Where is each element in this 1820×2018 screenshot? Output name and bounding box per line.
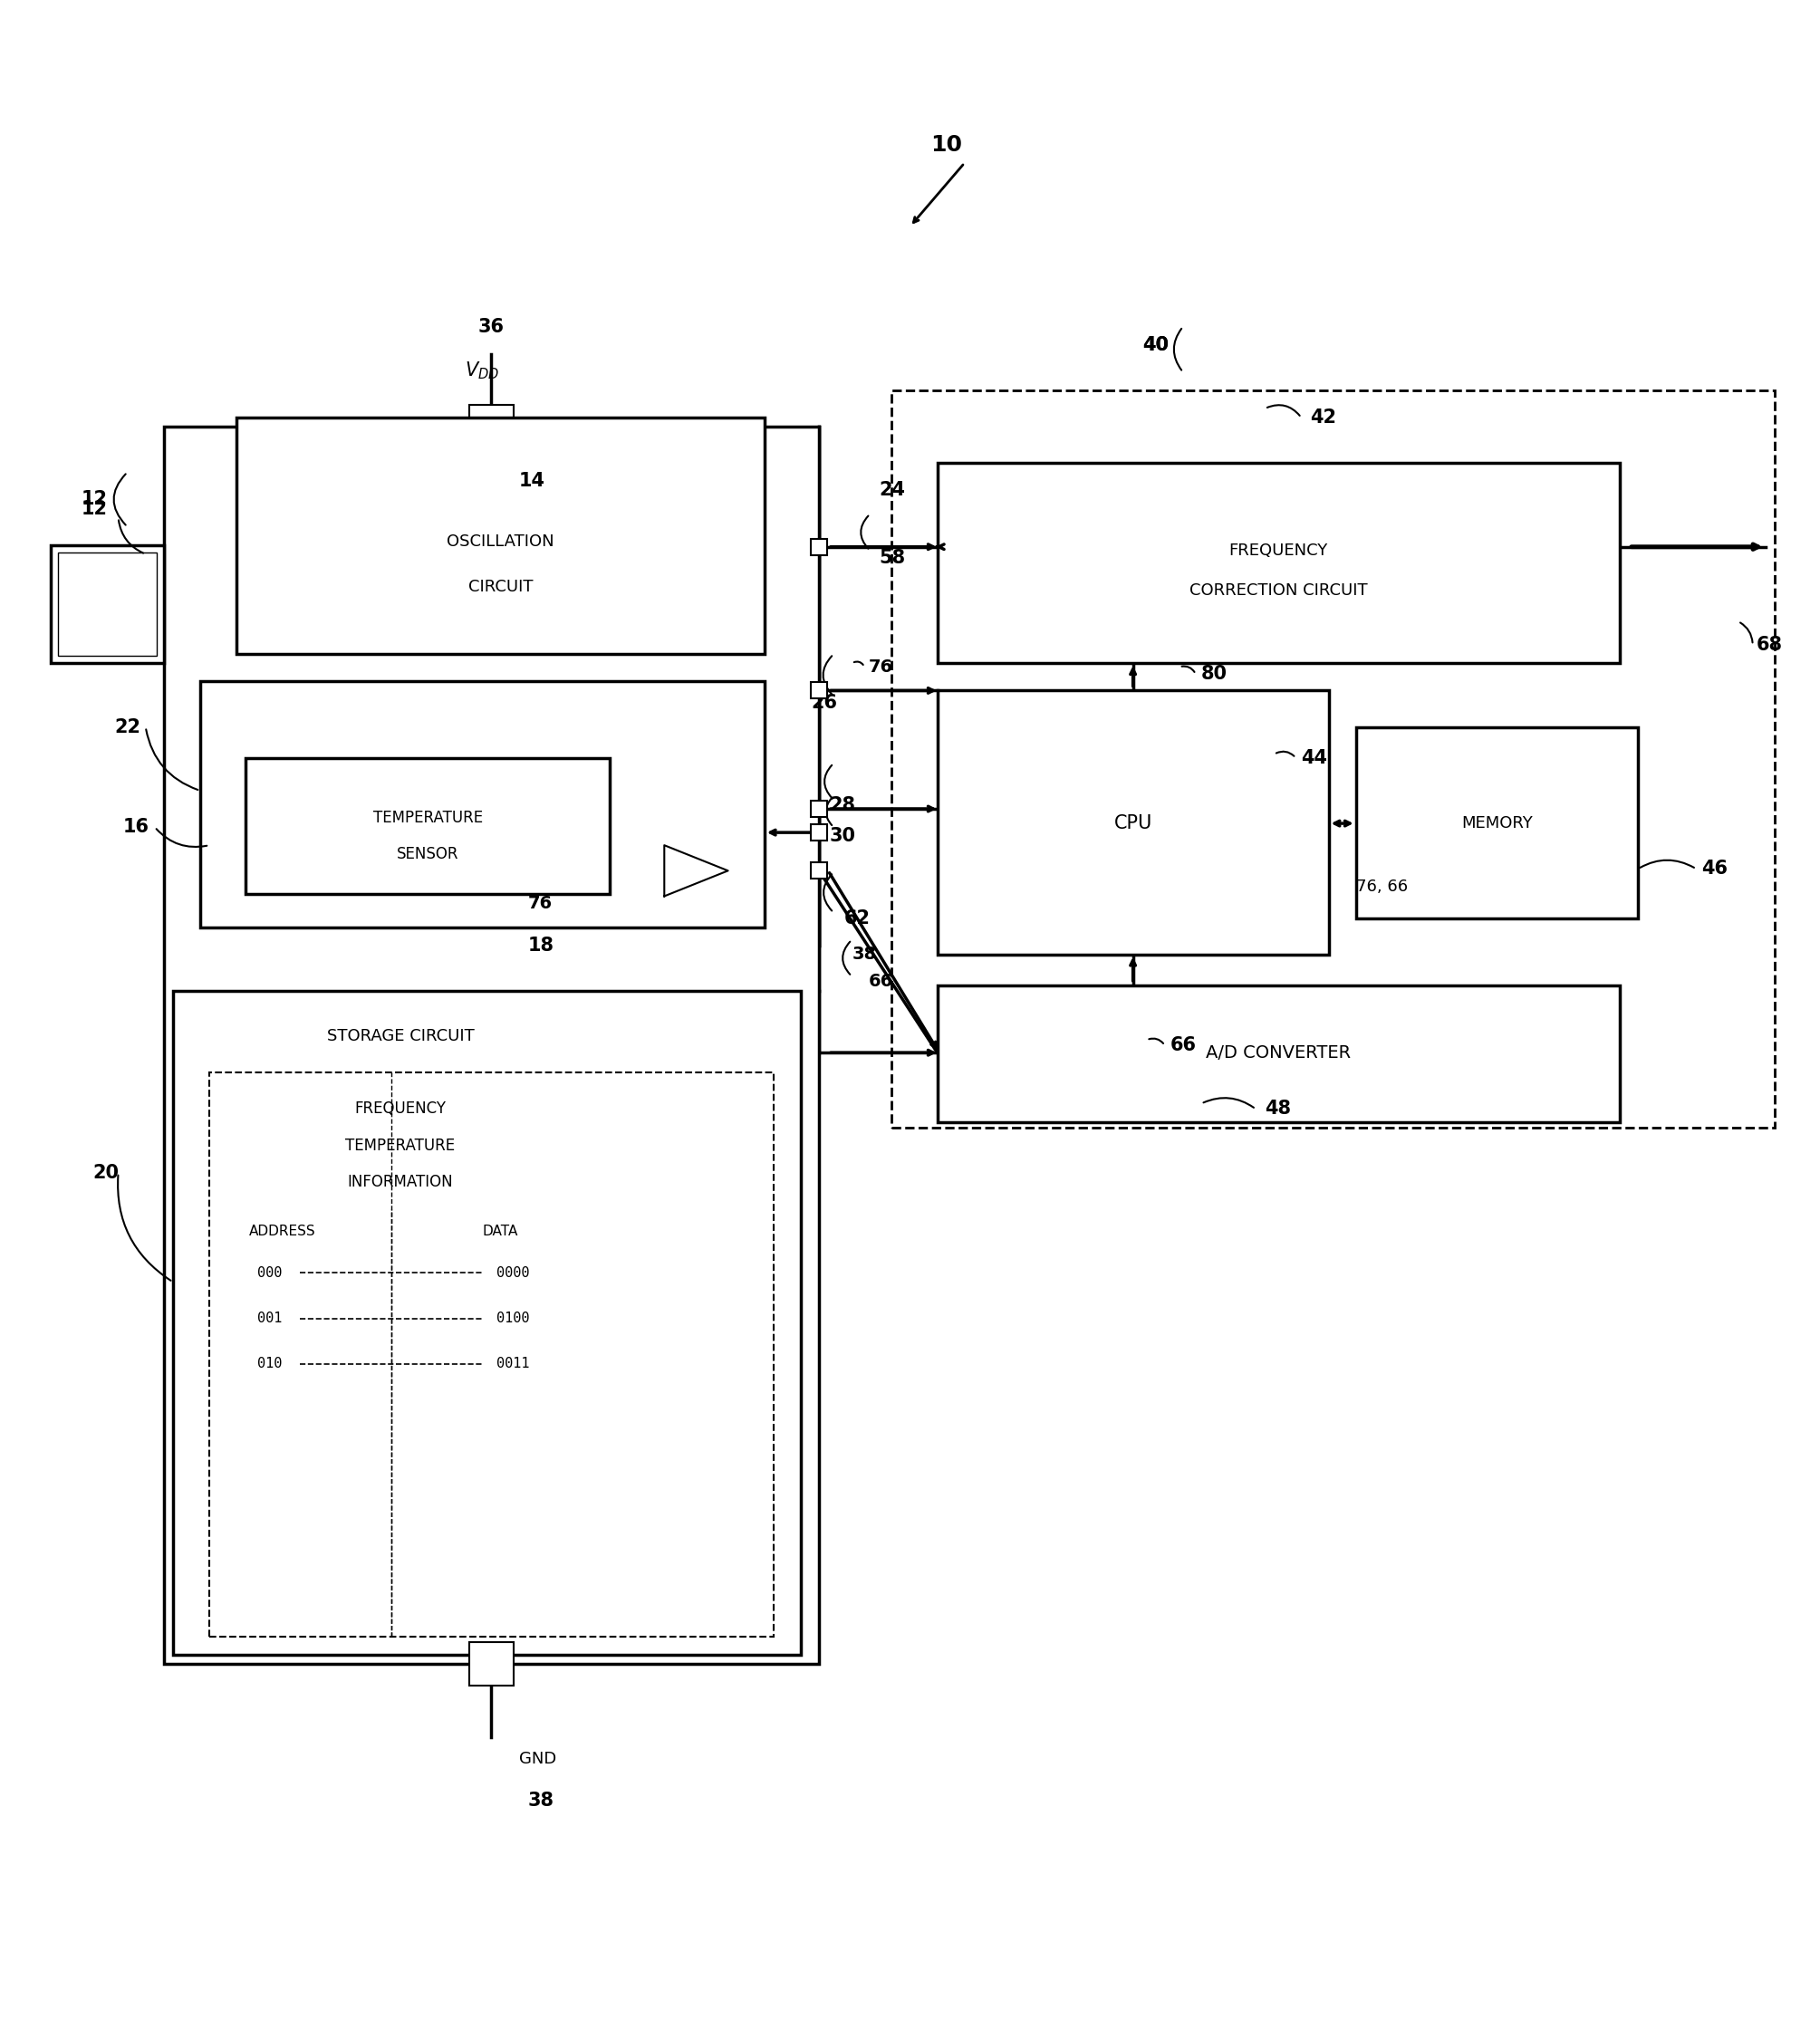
Text: CIRCUIT: CIRCUIT [468,579,533,595]
Bar [1356,726,1638,918]
Text: 12: 12 [82,500,107,519]
Bar [200,682,764,926]
Bar [470,1643,513,1685]
Bar [892,389,1774,1128]
Bar [209,1074,773,1637]
Bar [937,690,1329,955]
Bar [470,406,513,448]
Text: 24: 24 [879,482,905,500]
Text: 66: 66 [1170,1037,1196,1055]
Text: A/D CONVERTER: A/D CONVERTER [1207,1043,1350,1061]
Bar [812,862,826,880]
Text: 76: 76 [528,894,553,912]
Text: 66: 66 [868,973,894,991]
Text: 62: 62 [844,908,870,926]
Text: 000: 000 [257,1265,282,1279]
Text: 42: 42 [1310,408,1336,426]
Text: 68: 68 [1756,636,1782,654]
Text: 40: 40 [1143,335,1168,353]
Bar [812,801,826,817]
Text: STORAGE CIRCUIT: STORAGE CIRCUIT [326,1027,475,1045]
Text: 76, 66: 76, 66 [1356,880,1407,896]
Text: CIRCUIT: CIRCUIT [450,823,515,839]
Bar [173,991,801,1655]
Text: 46: 46 [1702,860,1727,878]
Text: 12: 12 [82,490,107,509]
Text: 0000: 0000 [497,1265,530,1279]
Bar [58,553,157,656]
Text: 0011: 0011 [497,1356,530,1370]
Text: 18: 18 [528,936,553,955]
Text: TEMPERATURE: TEMPERATURE [373,809,482,825]
Text: DATA: DATA [482,1225,519,1237]
Text: 010: 010 [257,1356,282,1370]
Bar [937,985,1620,1122]
Text: 14: 14 [497,472,522,490]
Text: 38: 38 [852,946,877,963]
Text: SERIAL INTERFACE: SERIAL INTERFACE [408,785,557,801]
Text: 16: 16 [124,817,149,835]
Text: 10: 10 [930,133,963,155]
Text: 28: 28 [830,797,855,813]
Text: CPU: CPU [1114,815,1152,833]
Text: SENSOR: SENSOR [397,846,459,862]
Text: TEMPERATURE: TEMPERATURE [346,1138,455,1154]
Text: 30: 30 [830,827,855,846]
Text: 40: 40 [1143,335,1168,353]
Text: CORRECTION CIRCUIT: CORRECTION CIRCUIT [1190,583,1367,599]
Text: 38: 38 [528,1792,553,1810]
Text: 76: 76 [868,658,894,676]
Text: MEMORY: MEMORY [1461,815,1532,831]
Text: GND: GND [519,1750,557,1768]
Bar [812,682,826,698]
Bar [937,462,1620,664]
Text: FREQUENCY: FREQUENCY [355,1102,446,1118]
Bar [51,545,164,664]
Text: 44: 44 [1301,749,1327,767]
Text: $V_{DD}$: $V_{DD}$ [466,359,499,381]
Text: 22: 22 [115,718,140,737]
Text: ADDRESS: ADDRESS [249,1225,315,1237]
Bar [812,823,826,842]
Text: 58: 58 [879,549,905,567]
Bar [237,418,764,654]
Text: INFORMATION: INFORMATION [348,1174,453,1191]
Bar [164,426,819,1665]
Text: FREQUENCY: FREQUENCY [1228,543,1329,559]
Bar [812,539,826,555]
Text: 26: 26 [812,694,837,712]
Text: 14: 14 [519,472,544,490]
Text: OSCILLATION: OSCILLATION [446,533,555,549]
Bar [246,759,610,894]
Text: 80: 80 [1201,666,1227,684]
Text: 20: 20 [93,1164,118,1183]
Text: 0100: 0100 [497,1312,530,1326]
Polygon shape [664,846,728,896]
Text: 001: 001 [257,1312,282,1326]
Text: 36: 36 [479,317,504,335]
Text: 48: 48 [1265,1100,1290,1118]
